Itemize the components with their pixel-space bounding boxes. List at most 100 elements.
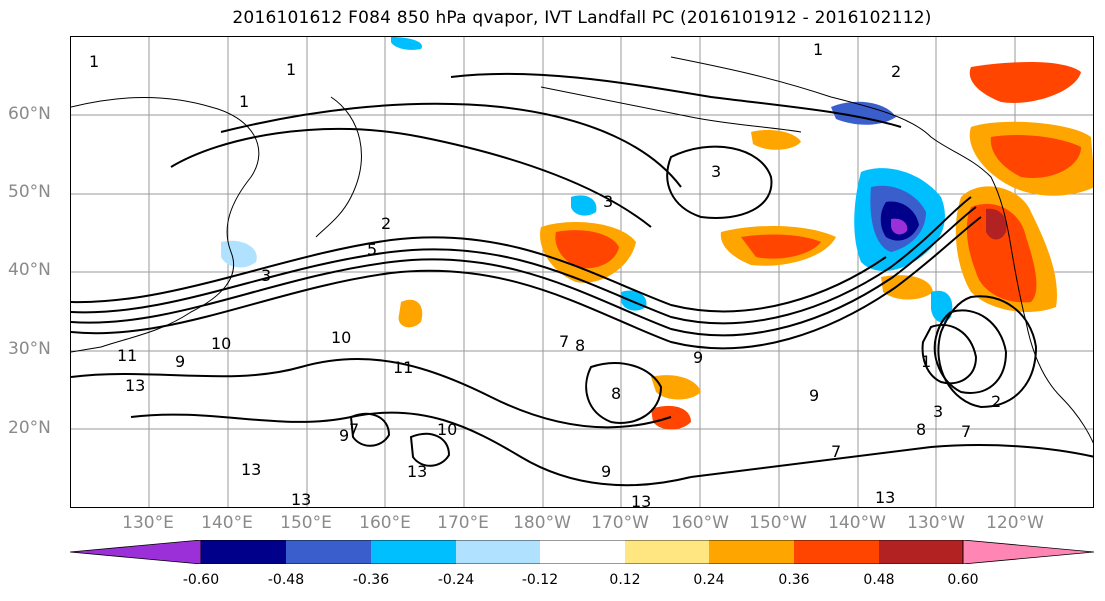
contour-mid-loop: [585, 362, 663, 424]
contour-label: 10: [331, 328, 351, 347]
colorbar-tick: 0.12: [609, 572, 641, 588]
coastline-aleutians: [540, 86, 802, 133]
contour-label: 9: [601, 462, 611, 481]
contour-label: 1: [813, 40, 823, 59]
contour-label: 5: [367, 240, 377, 259]
shading-negative: [221, 37, 953, 323]
contour-label: 10: [437, 420, 457, 439]
contour-label: 3: [711, 162, 721, 181]
lon-label-140e: 140°E: [201, 513, 253, 533]
colorbar-tick: 0.24: [693, 572, 725, 588]
contour-label: 3: [603, 192, 613, 211]
negative-patch-asia: [221, 240, 257, 268]
positive-patch-subtropic: [651, 375, 701, 400]
coastline-kamchatka: [315, 96, 362, 238]
positive-patch-pacific-nw-peak: [986, 208, 1007, 240]
colorbar-outline: [200, 540, 964, 564]
colorbar-segment: [625, 540, 709, 564]
positive-patch-subtrop-east: [881, 275, 933, 300]
contour-label: 7: [349, 420, 359, 439]
contour-label: 9: [339, 426, 349, 445]
graticule: [71, 37, 1093, 507]
contour-north-2: [220, 102, 682, 188]
lat-label-20n: 20°N: [8, 418, 51, 438]
contour-label: 9: [693, 348, 703, 367]
contour-label: 9: [809, 386, 819, 405]
contour-east-loop-3: [921, 324, 978, 385]
positive-patch-midwest-core: [741, 234, 821, 259]
contour-label: 13: [631, 492, 651, 508]
contour-small-loop-2: [409, 432, 451, 467]
colorbar-extend-high: [962, 540, 1094, 564]
contour-label: 1: [239, 92, 249, 111]
coastline-alaska: [670, 56, 1012, 248]
contour-label: 7: [831, 442, 841, 461]
contour-jet-2: [71, 206, 977, 337]
contour-labels: 1 1 1 1 2 3 3 2 5 3 7 8 9 10 10 11 13 9 …: [89, 40, 1001, 508]
colorbar-segment: [371, 540, 456, 564]
contour-north-1: [170, 127, 652, 228]
contour-jet-4: [71, 236, 887, 313]
lon-label-130w: 130°W: [907, 513, 965, 533]
map-plot-area: 1 1 1 1 2 3 3 2 5 3 7 8 9 10 10 11 13 9 …: [70, 36, 1094, 508]
colorbar-segment: [201, 540, 286, 564]
lon-label-140w: 140°W: [828, 513, 886, 533]
colorbar-tick: 0.48: [863, 572, 895, 588]
contour-label: 3: [933, 402, 943, 421]
lat-label-30n: 30°N: [8, 339, 51, 359]
colorbar-segment: [709, 540, 794, 564]
colorbar-tick: -0.12: [521, 572, 559, 588]
contour-label: 11: [393, 358, 413, 377]
colorbar-tick: -0.60: [182, 572, 220, 588]
positive-patch-central-core: [555, 230, 619, 269]
positive-patch-canada-core: [990, 135, 1081, 178]
contour-label: 10: [211, 334, 231, 353]
contour-label: 11: [117, 346, 137, 365]
contour-label: 7: [961, 422, 971, 441]
lon-label-160w: 160°W: [671, 513, 729, 533]
positive-patch-alaska: [969, 62, 1081, 103]
contour-subtropic-3: [690, 444, 1093, 478]
colorbar-tick: -0.48: [267, 572, 305, 588]
positive-patch-west-small: [398, 299, 423, 328]
colorbar-segment: [286, 540, 371, 564]
contour-label: 13: [407, 462, 427, 481]
lon-label-150e: 150°E: [280, 513, 332, 533]
shading-positive: [398, 62, 1093, 430]
contour-label: 8: [611, 384, 621, 403]
colorbar: [70, 540, 1094, 564]
colorbar-tick: -0.24: [437, 572, 475, 588]
colorbar-segment: [456, 540, 540, 564]
contour-label: 2: [381, 214, 391, 233]
contour-label: 8: [916, 420, 926, 439]
contours: [71, 72, 1093, 487]
contour-label: 13: [875, 488, 895, 507]
colorbar-tick: 0.36: [778, 572, 810, 588]
contour-label: 3: [261, 266, 271, 285]
lat-label-50n: 50°N: [8, 182, 51, 202]
map-canvas: 1 1 1 1 2 3 3 2 5 3 7 8 9 10 10 11 13 9 …: [71, 37, 1093, 508]
contour-label: 2: [991, 392, 1001, 411]
contour-label: 1: [921, 352, 931, 371]
contour-label: 7: [559, 332, 569, 351]
contour-east-loop-2: [933, 309, 1008, 394]
colorbar-extend-low: [70, 540, 202, 564]
coastline-asia: [71, 97, 260, 353]
contour-subtropic-1: [71, 357, 672, 429]
contour-subtropic-2: [130, 411, 692, 487]
contour-east-loop-1: [937, 295, 1038, 409]
contour-jet-1: [71, 196, 972, 325]
contour-jet-3: [71, 216, 982, 350]
contour-label: 1: [286, 60, 296, 79]
negative-patch-alaska-coast: [831, 101, 896, 125]
negative-patch-north: [391, 37, 422, 50]
negative-patch-gulf-alaska-peak: [891, 218, 908, 235]
contour-label: 13: [291, 490, 311, 508]
contour-label: 9: [175, 352, 185, 371]
contour-north-3: [450, 72, 902, 128]
lon-label-180w: 180°W: [513, 513, 571, 533]
contour-label: 1: [89, 52, 99, 71]
lon-label-170w: 170°W: [591, 513, 649, 533]
lat-label-40n: 40°N: [8, 260, 51, 280]
lon-label-150w: 150°W: [749, 513, 807, 533]
